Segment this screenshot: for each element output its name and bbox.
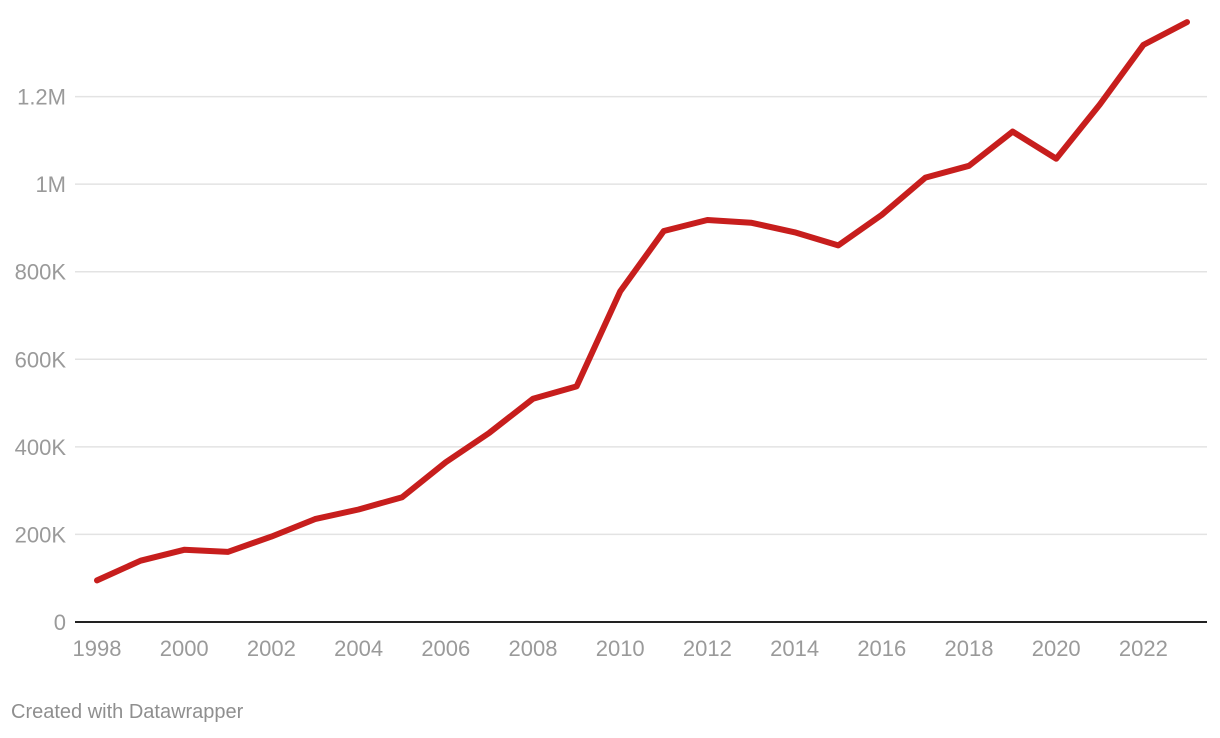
data-point-2021 (1097, 101, 1103, 107)
x-tick-label-2016: 2016 (857, 636, 906, 661)
x-tick-label-2018: 2018 (945, 636, 994, 661)
series-lines (94, 19, 1190, 584)
data-point-2003 (312, 516, 318, 522)
data-point-2010 (617, 288, 623, 294)
y-tick-label-0: 0 (54, 610, 66, 635)
data-point-2012 (704, 217, 710, 223)
x-tick-label-2002: 2002 (247, 636, 296, 661)
data-point-2002 (268, 534, 274, 540)
data-point-2008 (530, 396, 536, 402)
data-point-2004 (356, 506, 362, 512)
x-tick-label-2000: 2000 (160, 636, 209, 661)
data-point-2001 (225, 549, 231, 555)
data-point-2017 (922, 175, 928, 181)
data-point-2020 (1053, 156, 1059, 162)
data-point-2009 (574, 383, 580, 389)
x-tick-label-2020: 2020 (1032, 636, 1081, 661)
y-tick-label-3: 600K (15, 347, 67, 372)
y-tick-label-5: 1M (35, 172, 66, 197)
data-point-1999 (138, 558, 144, 564)
x-tick-label-2004: 2004 (334, 636, 383, 661)
data-point-2022 (1140, 42, 1146, 48)
y-tick-label-4: 800K (15, 260, 67, 285)
gridlines (75, 95, 1207, 623)
data-point-2013 (748, 220, 754, 226)
y-tick-label-6: 1.2M (17, 85, 66, 110)
data-point-1998 (94, 577, 100, 583)
x-tick-label-1998: 1998 (73, 636, 122, 661)
data-point-2018 (966, 163, 972, 169)
data-point-2015 (835, 242, 841, 248)
data-point-2007 (486, 430, 492, 436)
x-tick-label-2022: 2022 (1119, 636, 1168, 661)
data-point-2023 (1184, 19, 1190, 25)
data-point-2006 (443, 459, 449, 465)
y-tick-label-2: 400K (15, 435, 67, 460)
series-line-0 (94, 19, 1190, 584)
datawrapper-credit[interactable]: Created with Datawrapper (11, 701, 244, 723)
line-chart: 0 200K 400K 600K 800K 1M 1.2M 1998 2000 2002 2004… (15, 19, 1207, 661)
x-tick-label-2008: 2008 (509, 636, 558, 661)
y-axis-tick-labels: 0 200K 400K 600K 800K 1M 1.2M (15, 85, 67, 635)
data-point-2000 (181, 547, 187, 553)
data-point-2005 (399, 494, 405, 500)
data-point-2011 (661, 228, 667, 234)
x-tick-label-2010: 2010 (596, 636, 645, 661)
x-axis-tick-labels: 1998 2000 2002 2004 2006 2008 2010 2012 2014 2016… (73, 636, 1168, 661)
data-point-2019 (1010, 129, 1016, 135)
y-tick-label-1: 200K (15, 522, 67, 547)
data-point-2016 (879, 212, 885, 218)
x-tick-label-2012: 2012 (683, 636, 732, 661)
data-point-2014 (792, 229, 798, 235)
x-tick-label-2006: 2006 (421, 636, 470, 661)
x-tick-label-2014: 2014 (770, 636, 819, 661)
